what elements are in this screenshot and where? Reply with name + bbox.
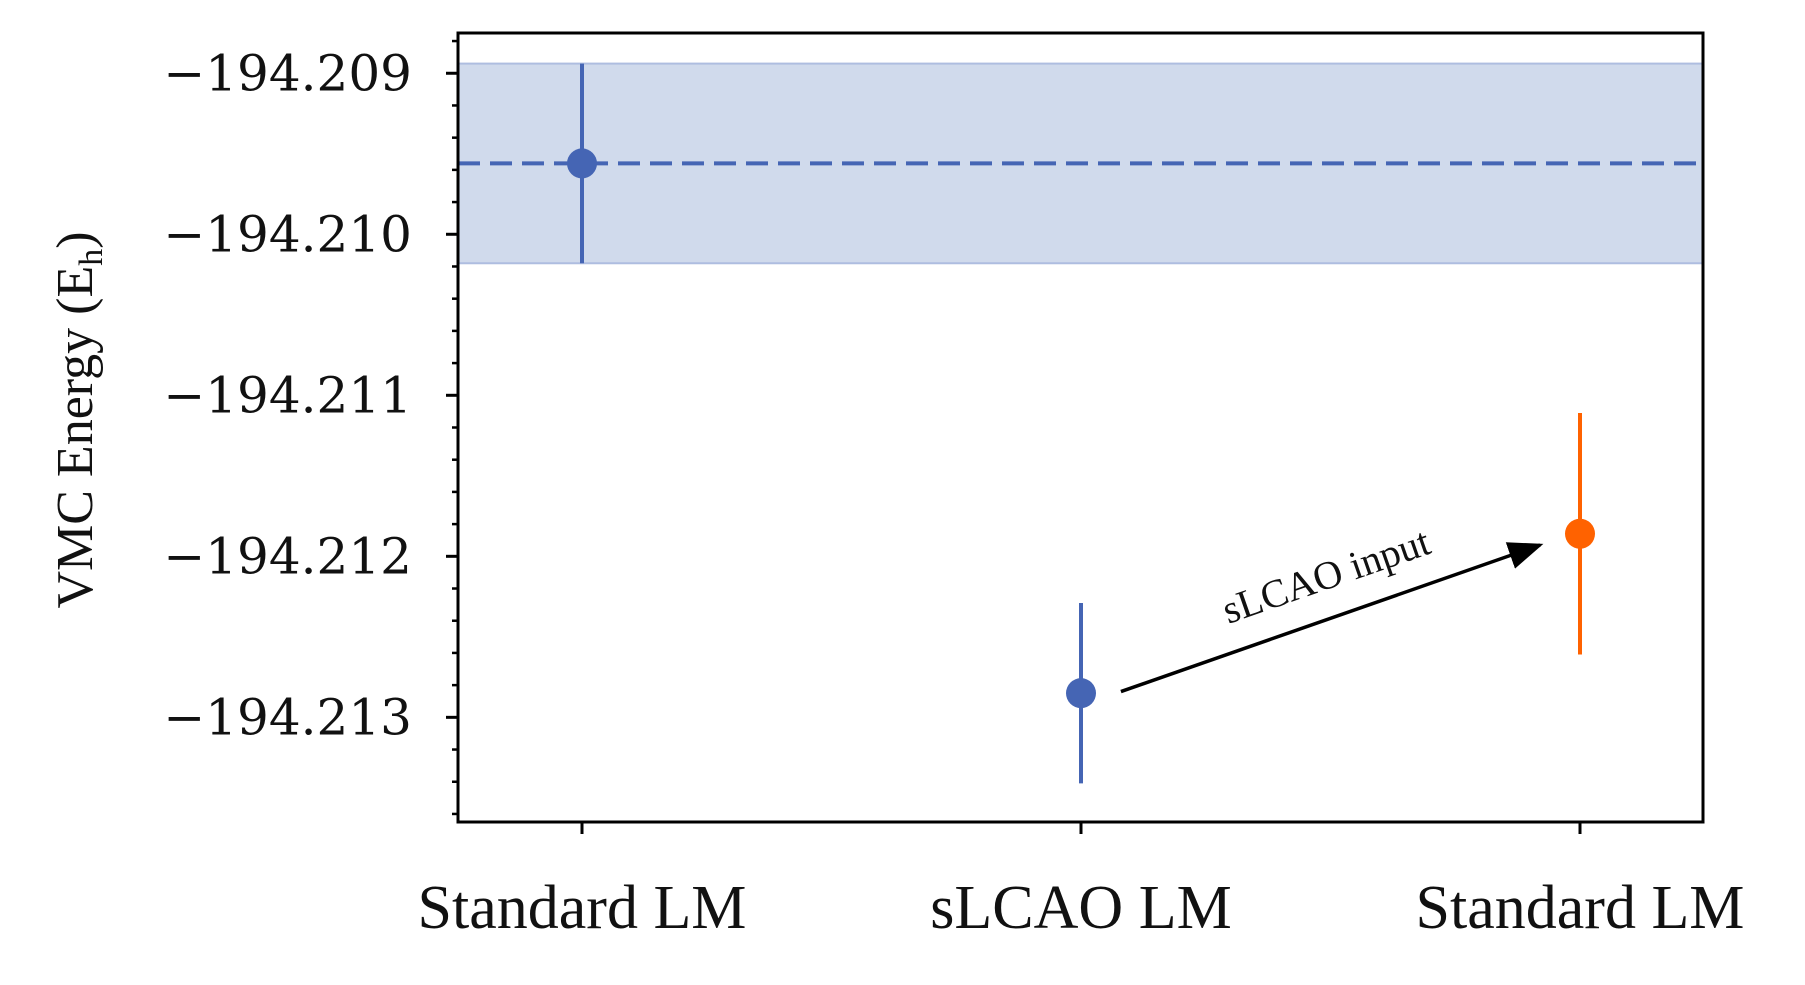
data-point <box>1066 678 1096 709</box>
x-tick-label: sLCAO LM <box>930 874 1231 942</box>
y-tick-label: −194.213 <box>163 688 412 746</box>
annotation-arrow <box>1120 542 1544 694</box>
y-axis-title-close: ) <box>47 231 104 248</box>
data-points-layer <box>567 63 1595 784</box>
y-tick-label: −194.209 <box>163 44 412 102</box>
labels-layer: −194.209 −194.210 −194.211 −194.212 −194.213… <box>47 44 1744 942</box>
x-tick-label: Standard LM <box>1416 874 1745 942</box>
y-tick-label: −194.212 <box>163 527 412 585</box>
axes <box>446 31 1705 834</box>
y-axis-title: VMC Energy (Eh) <box>47 231 110 608</box>
annotation-layer: sLCAO input <box>1120 519 1544 694</box>
y-tick-label: −194.211 <box>163 366 412 424</box>
y-axis-title-main: VMC Energy (E <box>47 266 104 609</box>
data-point <box>567 148 597 179</box>
y-axis-title-subscript: h <box>73 249 110 266</box>
x-tick-label: Standard LM <box>418 874 747 942</box>
annotation-text: sLCAO input <box>1216 519 1435 633</box>
data-point <box>1565 518 1595 549</box>
y-tick-label: −194.210 <box>163 205 412 263</box>
